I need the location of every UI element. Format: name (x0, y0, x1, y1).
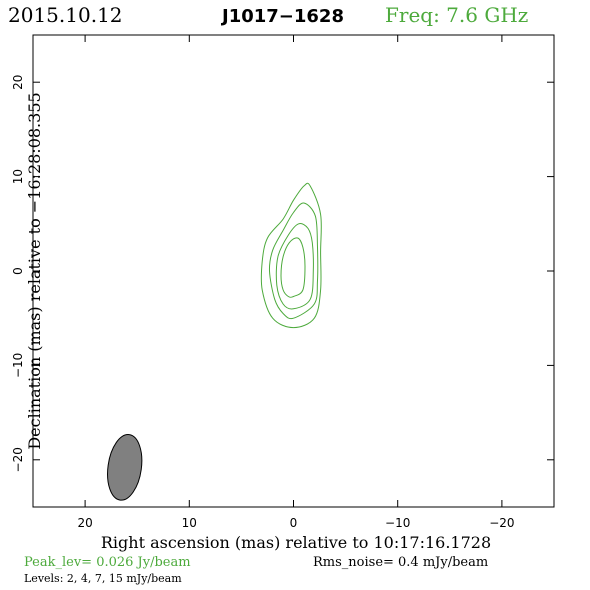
rms-noise: Rms_noise= 0.4 mJy/beam (313, 555, 488, 570)
beam-layer (107, 434, 143, 501)
contour-lines (260, 182, 322, 329)
contour-level-4 (268, 202, 319, 320)
y-tick-labels: 20 10 0 −10 −20 (11, 75, 25, 473)
y-tick-label: 10 (11, 169, 25, 184)
y-tick-label: 20 (11, 75, 25, 90)
x-axis-label: Right ascension (mas) relative to 10:17:… (101, 533, 491, 552)
x-tick-label: −20 (489, 516, 514, 530)
frequency-label: Freq: 7.6 GHz (385, 3, 528, 27)
beam-ellipse (107, 434, 143, 501)
x-tick-label: −10 (385, 516, 410, 530)
y-tick-label: 0 (11, 267, 25, 275)
x-tick-labels: 20 10 0 −10 −20 (77, 516, 514, 530)
y-tick-label: −10 (11, 353, 25, 378)
contour-level-2 (260, 182, 322, 329)
contour-level-15 (280, 237, 306, 298)
y-axis-label: Declination (mas) relative to −16:28:08.… (25, 92, 44, 449)
observation-date: 2015.10.12 (8, 3, 123, 27)
plot-frame (32, 34, 555, 508)
y-tick-label: −20 (11, 447, 25, 472)
contour-level-7 (275, 223, 314, 310)
source-name: J1017−1628 (220, 6, 344, 27)
x-tick-label: 20 (77, 516, 92, 530)
peak-level: Peak_lev= 0.026 Jy/beam (24, 555, 191, 570)
axis-ticks (33, 35, 554, 507)
x-tick-label: 10 (182, 516, 197, 530)
x-tick-label: 0 (290, 516, 298, 530)
contour-levels: Levels: 2, 4, 7, 15 mJy/beam (24, 572, 182, 585)
